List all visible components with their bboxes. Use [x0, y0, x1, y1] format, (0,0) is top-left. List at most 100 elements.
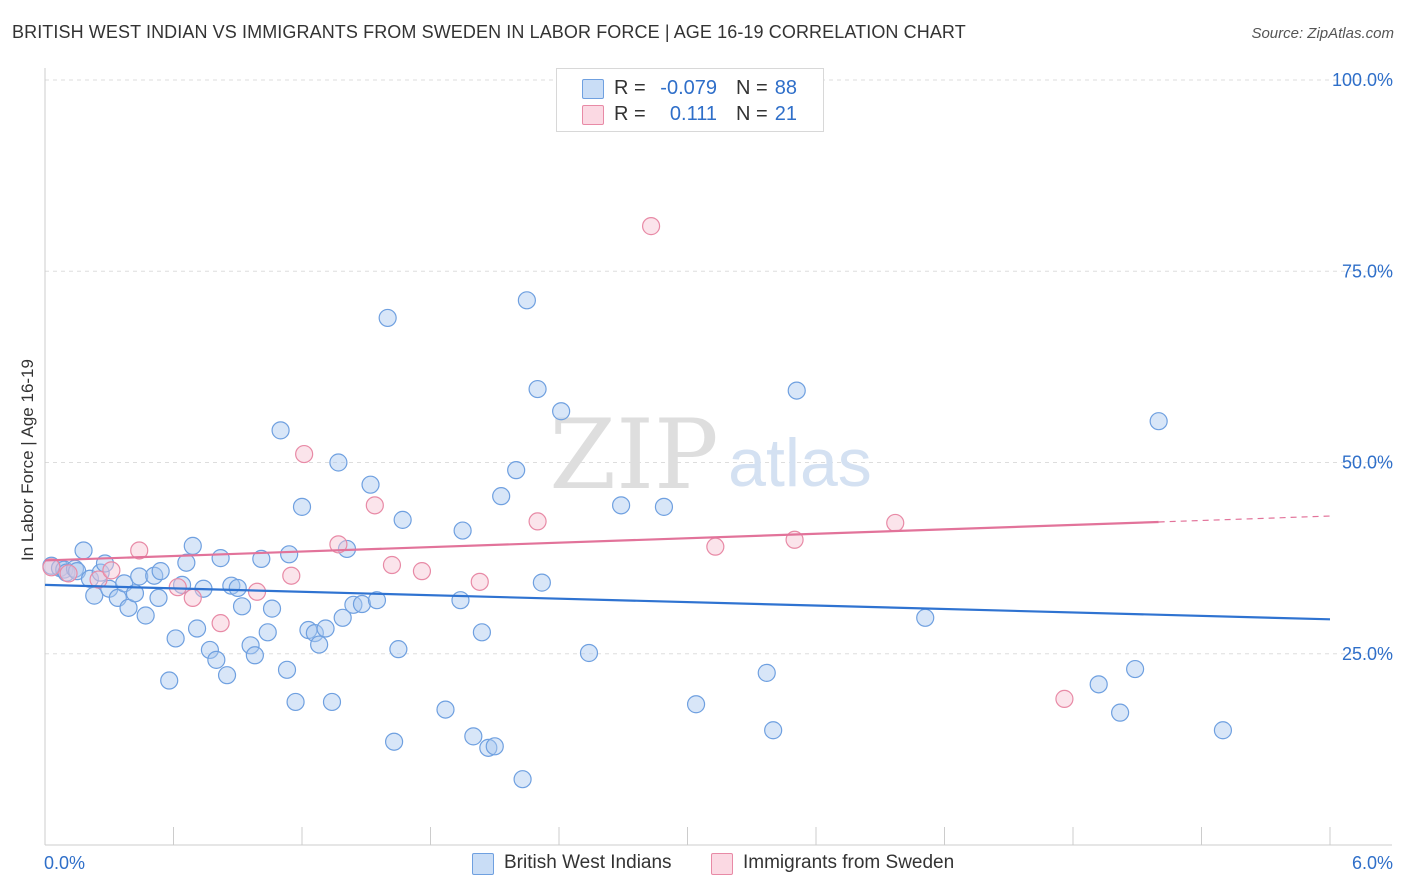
- point-british-west-indians: [145, 566, 164, 585]
- point-immigrants-from-sweden: [89, 570, 108, 589]
- trend-line-immigrants-from-sweden-extension: [1158, 515, 1331, 523]
- stats-n-value: 88: [774, 77, 797, 99]
- trend-lines: [44, 515, 1331, 621]
- point-british-west-indians: [757, 663, 776, 682]
- trend-line-british-west-indians: [44, 583, 1331, 621]
- point-british-west-indians: [492, 487, 511, 506]
- point-british-west-indians: [217, 666, 237, 685]
- point-immigrants-from-sweden: [1055, 689, 1074, 708]
- point-british-west-indians: [130, 567, 149, 586]
- legend-swatch-blue: [472, 853, 494, 875]
- point-british-west-indians: [453, 521, 472, 540]
- legend-swatch-pink: [711, 853, 733, 875]
- point-british-west-indians: [451, 591, 470, 610]
- point-british-west-indians: [136, 606, 155, 625]
- point-british-west-indians: [211, 549, 230, 568]
- point-british-west-indians: [258, 623, 277, 642]
- point-british-west-indians: [333, 608, 352, 627]
- point-british-west-indians: [125, 584, 145, 603]
- point-immigrants-from-sweden: [329, 535, 348, 554]
- stats-swatch-pink: [582, 105, 604, 125]
- point-british-west-indians: [528, 379, 547, 399]
- point-british-west-indians: [1126, 659, 1145, 679]
- point-british-west-indians: [74, 541, 93, 560]
- x-tick-label: 6.0%: [1352, 853, 1393, 873]
- point-british-west-indians: [177, 553, 196, 572]
- point-immigrants-from-sweden: [102, 561, 121, 580]
- point-british-west-indians: [654, 497, 674, 516]
- point-british-west-indians: [207, 650, 226, 669]
- point-british-west-indians: [183, 536, 202, 555]
- point-british-west-indians: [916, 608, 935, 627]
- point-british-west-indians: [160, 671, 179, 690]
- point-immigrants-from-sweden: [42, 558, 61, 577]
- point-british-west-indians: [228, 578, 247, 598]
- stats-row-immigrants-from-sweden: R = 0.111 N = 21: [557, 101, 823, 127]
- point-immigrants-from-sweden: [168, 578, 187, 597]
- point-british-west-indians: [612, 496, 631, 515]
- point-british-west-indians: [280, 545, 299, 564]
- point-british-west-indians: [245, 646, 264, 665]
- tick-labels: 25.0% 50.0% 75.0% 100.0% 0.0% 6.0%: [44, 70, 1393, 873]
- point-immigrants-from-sweden: [59, 564, 78, 583]
- point-immigrants-from-sweden: [282, 566, 301, 585]
- point-british-west-indians: [787, 381, 806, 400]
- point-british-west-indians: [322, 692, 342, 712]
- watermark: ZIP atlas: [549, 399, 871, 511]
- point-british-west-indians: [464, 727, 483, 746]
- y-tick-label: 75.0%: [1342, 261, 1393, 281]
- point-immigrants-from-sweden: [470, 572, 489, 591]
- point-immigrants-from-sweden: [183, 588, 202, 608]
- point-british-west-indians: [91, 563, 110, 582]
- point-british-west-indians: [151, 562, 170, 581]
- point-british-west-indians: [316, 619, 335, 638]
- point-british-west-indians: [579, 643, 599, 663]
- point-british-west-indians: [513, 770, 532, 789]
- correlation-stats-box: R = -0.079 N = 88 R = 0.111 N = 21: [556, 68, 824, 132]
- point-british-west-indians: [472, 623, 491, 642]
- point-british-west-indians: [232, 597, 252, 616]
- stats-n-label: N =: [736, 77, 768, 99]
- chart-title: BRITISH WEST INDIAN VS IMMIGRANTS FROM S…: [12, 22, 966, 42]
- legend-label: Immigrants from Sweden: [743, 852, 955, 873]
- source-label: Source: ZipAtlas.com: [1251, 25, 1394, 42]
- point-british-west-indians: [310, 635, 329, 654]
- axes: [44, 68, 1392, 846]
- trend-line-immigrants-from-sweden: [44, 520, 1159, 562]
- stats-swatch-blue: [582, 79, 604, 99]
- point-british-west-indians: [305, 623, 324, 643]
- point-british-west-indians: [361, 475, 380, 494]
- point-immigrants-from-sweden: [886, 513, 905, 533]
- point-british-west-indians: [271, 421, 290, 440]
- point-british-west-indians: [252, 549, 271, 568]
- point-immigrants-from-sweden: [641, 217, 661, 236]
- point-british-west-indians: [166, 629, 185, 648]
- point-british-west-indians: [485, 737, 504, 756]
- point-british-west-indians: [389, 640, 408, 659]
- stats-r-value: 0.111: [669, 103, 717, 125]
- point-immigrants-from-sweden: [412, 562, 432, 581]
- point-british-west-indians: [262, 599, 282, 618]
- point-immigrants-from-sweden: [365, 496, 384, 515]
- point-british-west-indians: [367, 591, 387, 610]
- watermark-zip: ZIP: [549, 399, 718, 511]
- y-tick-label: 25.0%: [1342, 644, 1393, 664]
- point-british-west-indians: [393, 510, 412, 529]
- point-british-west-indians: [329, 453, 348, 472]
- point-british-west-indians: [1213, 721, 1233, 740]
- point-british-west-indians: [286, 692, 305, 712]
- x-tick-label: 0.0%: [44, 853, 85, 873]
- point-immigrants-from-sweden: [382, 555, 402, 575]
- y-tick-label: 50.0%: [1342, 453, 1393, 473]
- point-british-west-indians: [1111, 703, 1130, 722]
- point-british-west-indians: [479, 738, 498, 757]
- point-immigrants-from-sweden: [295, 444, 314, 464]
- point-british-west-indians: [378, 308, 397, 328]
- point-british-west-indians: [1089, 675, 1108, 694]
- point-british-west-indians: [277, 660, 297, 679]
- point-british-west-indians: [507, 461, 526, 480]
- point-british-west-indians: [149, 588, 168, 608]
- gridlines: [45, 79, 1392, 655]
- data-points: [42, 217, 1233, 789]
